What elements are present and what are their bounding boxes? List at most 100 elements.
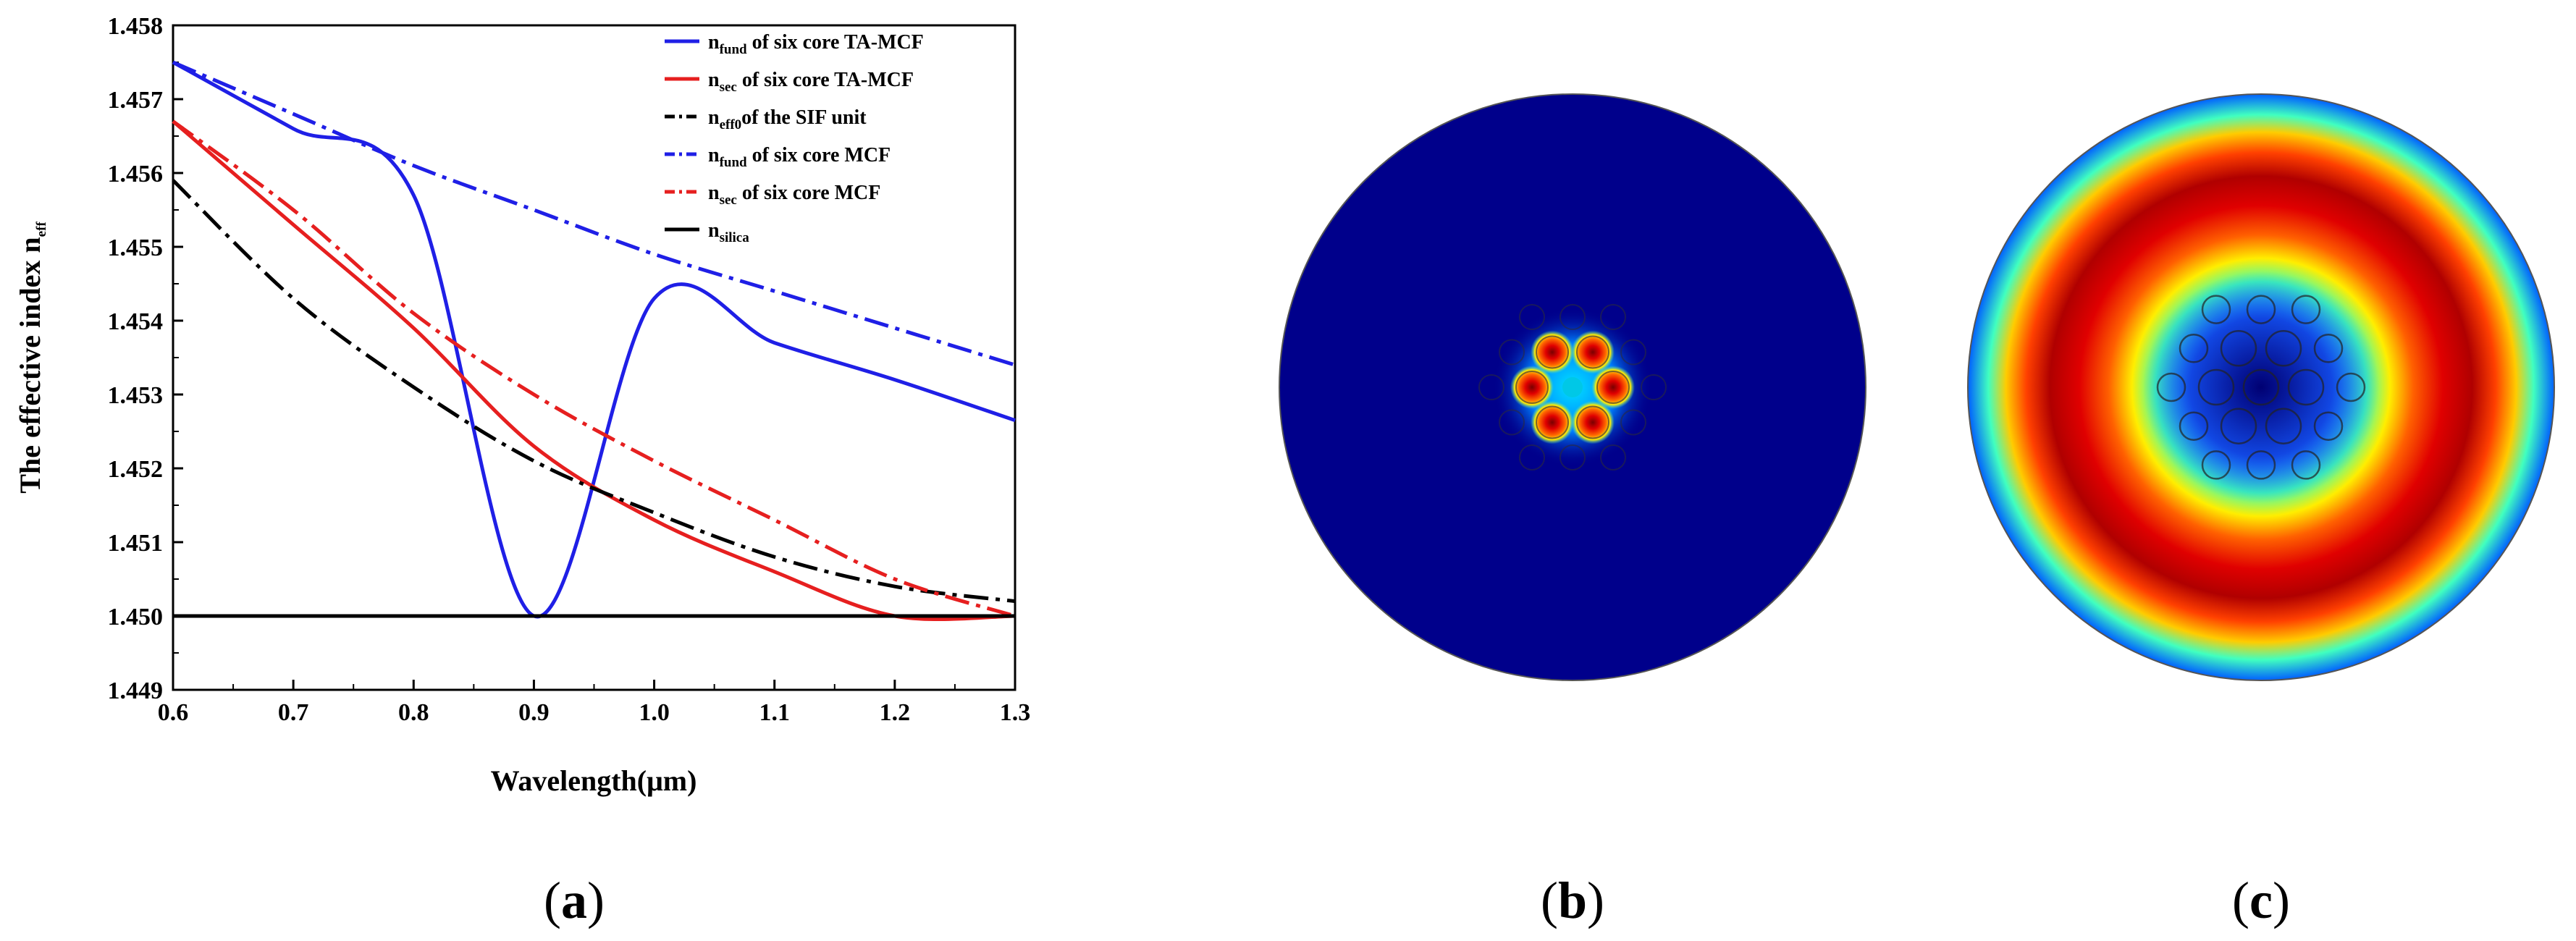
core-outline: [2287, 368, 2325, 406]
panel-c-open: (: [2232, 872, 2249, 929]
core-outline: [1519, 444, 1545, 470]
core-outline: [1620, 339, 1646, 366]
core-outline: [2336, 372, 2366, 402]
plot-frame: [172, 24, 1016, 691]
series-layer: [172, 60, 1016, 622]
x-tick-label: 0.8: [398, 699, 429, 726]
panel-a-open: (: [544, 872, 561, 929]
mode-core-region-c: [2143, 271, 2379, 503]
core-outline: [2313, 334, 2344, 363]
y-tick-label: 1.452: [108, 456, 164, 483]
core-outline: [1515, 371, 1549, 404]
core-outline: [1641, 374, 1667, 400]
core-outline: [2265, 330, 2302, 367]
core-outline: [1596, 371, 1630, 404]
y-tick-label: 1.453: [108, 382, 164, 409]
legend-symbol: n: [708, 182, 720, 204]
legend-symbol: n: [708, 106, 720, 129]
legend-symbol: n: [708, 219, 720, 242]
y-tick-label: 1.456: [108, 161, 164, 187]
x-axis-title: Wavelength(μm): [491, 764, 697, 797]
core-outline: [2156, 372, 2186, 402]
panel-label-a: (a): [544, 872, 605, 929]
mode-field-panel-b: [1279, 93, 1866, 681]
series-line: [172, 60, 1016, 619]
legend-rest: of six core MCF: [747, 144, 891, 166]
legend-rest: of the SIF unit: [741, 106, 867, 129]
panel-label-c: (c): [2232, 872, 2290, 929]
y-tick-label: 1.458: [108, 13, 164, 40]
core-outline: [1536, 405, 1569, 439]
legend-symbol: n: [708, 69, 720, 91]
legend-subscript: fund: [720, 42, 747, 57]
core-outline: [2313, 411, 2344, 441]
core-outlines-b: [1478, 304, 1667, 470]
core-outline: [2246, 295, 2276, 324]
y-axis-title: The effective index neff: [14, 221, 49, 494]
legend-rest: of six core TA-MCF: [737, 69, 914, 91]
core-outline: [1560, 444, 1586, 470]
center-core-b: [1562, 377, 1583, 397]
x-tick-label: 0.7: [278, 699, 309, 726]
legend-entry: nfund of six core TA-MCF: [708, 31, 924, 57]
y-tick-labels: 1.449 1.450 1.451 1.452 1.453 1.454 1.455 1.456…: [108, 13, 164, 704]
y-axis-title-sub: eff: [34, 221, 49, 237]
x-tick-label: 1.2: [880, 699, 911, 726]
panel-a-close: ): [587, 872, 605, 929]
legend-symbol: n: [708, 31, 720, 54]
panel-b-open: (: [1541, 872, 1558, 929]
x-tick-label: 1.3: [1000, 699, 1031, 726]
core-outline: [2242, 368, 2280, 406]
legend-subscript: sec: [720, 80, 737, 95]
panel-b-close: ): [1587, 872, 1604, 929]
y-tick-label: 1.449: [108, 678, 164, 704]
core-outline: [1600, 444, 1626, 470]
legend-entry: nsec of six core TA-MCF: [708, 69, 914, 95]
core-outline: [1519, 304, 1545, 331]
core-outline: [2246, 450, 2276, 480]
panel-a-letter: a: [561, 872, 587, 929]
chart-panel-a: 0.6 0.7 0.8 0.9 1.0 1.1 1.2 1.3 1.449 1.450 1.451…: [14, 13, 1030, 797]
core-outline: [2265, 408, 2302, 444]
x-tick-label: 0.9: [518, 699, 550, 726]
x-tick-label: 1.1: [759, 699, 790, 726]
core-outline: [2197, 368, 2235, 406]
y-tick-label: 1.450: [108, 604, 164, 630]
core-outline: [1478, 374, 1504, 400]
legend-subscript: eff0: [720, 117, 742, 132]
series-line: [172, 119, 1016, 618]
x-tick-label: 0.6: [158, 699, 189, 726]
core-outline: [1499, 339, 1525, 366]
legend-entry: nfund of six core MCF: [708, 144, 891, 170]
panel-c-close: ): [2273, 872, 2290, 929]
mode-field-panel-c: [1967, 93, 2555, 681]
series-line: [172, 179, 1016, 604]
y-tick-label: 1.451: [108, 530, 164, 557]
y-tick-label: 1.454: [108, 308, 164, 335]
core-outline: [1576, 405, 1609, 439]
core-outline: [2220, 330, 2257, 367]
y-tick-label: 1.455: [108, 235, 164, 261]
core-outline: [1499, 409, 1525, 436]
legend-rest: of six core TA-MCF: [747, 31, 924, 54]
core-outline: [2291, 295, 2321, 324]
panel-b-letter: b: [1558, 872, 1587, 929]
legend-entry: neff0of the SIF unit: [708, 106, 867, 132]
core-outline: [1600, 304, 1626, 331]
x-tick-label: 1.0: [639, 699, 670, 726]
panel-c-letter: c: [2249, 872, 2273, 929]
core-outline: [1620, 409, 1646, 436]
core-outline: [2220, 408, 2257, 444]
core-outlines-c: [2156, 295, 2366, 480]
core-outline: [2201, 450, 2231, 480]
series-line: [172, 119, 1016, 622]
core-outline: [1576, 335, 1609, 369]
legend-entry: nsilica: [708, 219, 749, 245]
core-outline: [1536, 335, 1569, 369]
legend-entry: nsec of six core MCF: [708, 182, 880, 208]
core-outline: [2201, 295, 2231, 324]
y-tick-label: 1.457: [108, 87, 164, 114]
core-outline: [2179, 334, 2209, 363]
